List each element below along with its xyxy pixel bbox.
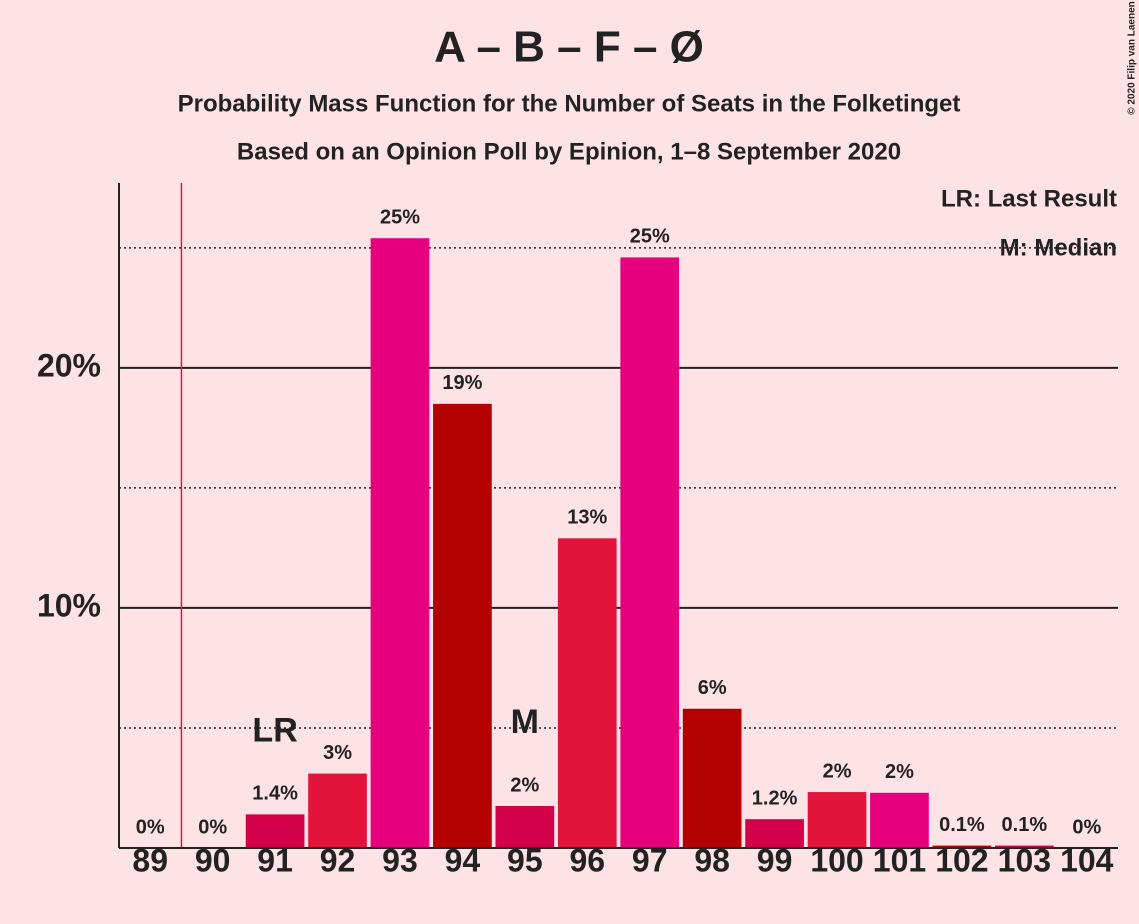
annotation: LR — [252, 711, 297, 749]
value-label: 25% — [380, 206, 420, 228]
bar — [745, 819, 804, 848]
bar — [495, 805, 555, 848]
chart-subtitle: Based on an Opinion Poll by Epinion, 1–8… — [237, 138, 901, 165]
bar — [433, 403, 492, 848]
value-label: 6% — [698, 677, 727, 699]
value-label: 13% — [567, 507, 607, 529]
value-label: 19% — [442, 372, 482, 394]
copyright: © 2020 Filip van Laenen — [1127, 1, 1138, 115]
chart-title: A – B – F – Ø — [434, 23, 704, 72]
bar — [308, 773, 367, 848]
value-label: 3% — [323, 742, 352, 764]
bar — [682, 708, 742, 848]
bar — [807, 792, 867, 848]
y-tick-label: 10% — [37, 587, 101, 623]
value-label: 0.1% — [939, 814, 985, 836]
value-label: 0% — [198, 816, 227, 838]
y-tick-label: 20% — [37, 347, 101, 383]
value-label: 0.1% — [1002, 814, 1048, 836]
value-label: 2% — [885, 761, 914, 783]
value-label: 0% — [1072, 816, 1101, 838]
value-label: 0% — [136, 816, 165, 838]
value-label: 1.2% — [752, 787, 798, 809]
chart-subtitle: Probability Mass Function for the Number… — [178, 90, 961, 117]
value-label: 25% — [630, 226, 670, 248]
legend-entry: LR: Last Result — [941, 185, 1117, 212]
bar — [370, 238, 430, 848]
bar — [870, 792, 929, 848]
bar — [557, 538, 617, 848]
value-label: 1.4% — [252, 783, 298, 805]
value-label: 2% — [823, 760, 852, 782]
bar — [932, 845, 992, 848]
bar — [620, 257, 680, 849]
annotation: M — [511, 703, 539, 741]
bar — [245, 814, 305, 848]
value-label: 2% — [510, 774, 539, 796]
bar — [994, 845, 1054, 848]
